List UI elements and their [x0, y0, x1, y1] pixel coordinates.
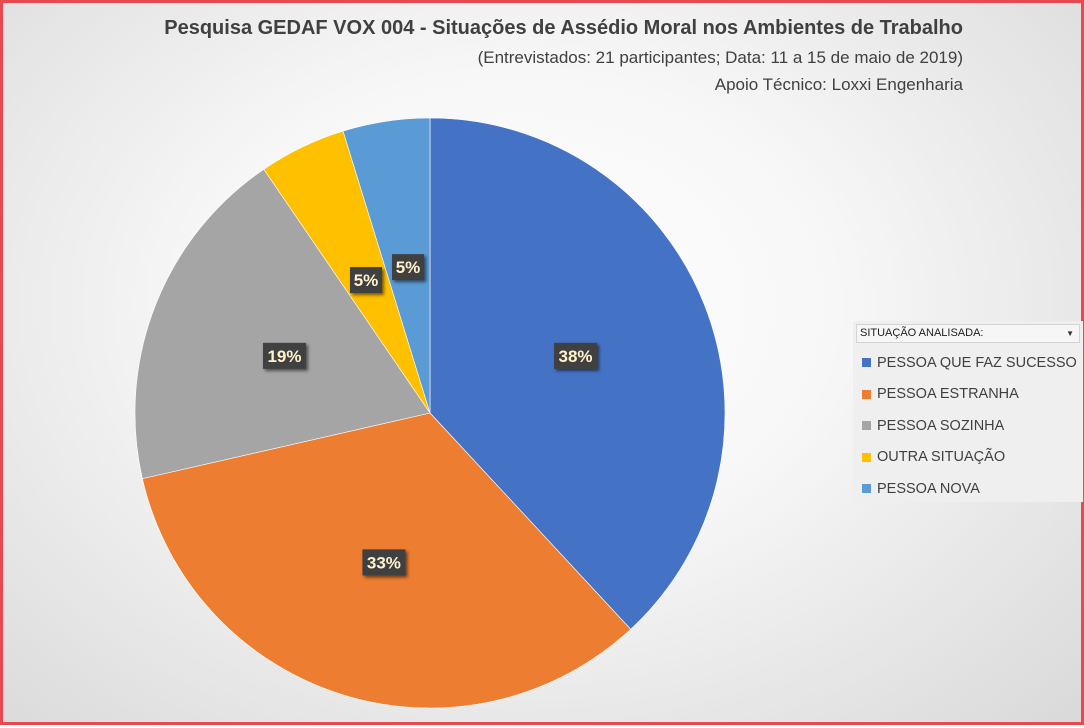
data-label: 33% — [362, 549, 406, 576]
legend: SITUAÇÃO ANALISADA: ▼ PESSOA QUE FAZ SUC… — [853, 321, 1083, 502]
legend-item[interactable]: OUTRA SITUAÇÃO — [853, 442, 1083, 474]
legend-swatch — [862, 389, 871, 399]
legend-swatch — [862, 358, 871, 368]
legend-swatch — [862, 421, 871, 431]
pie-slice[interactable] — [429, 117, 726, 630]
svg-text:19%: 19% — [267, 347, 301, 366]
legend-item[interactable]: PESSOA ESTRANHA — [853, 379, 1083, 411]
chart-title: Pesquisa GEDAF VOX 004 - Situações de As… — [164, 17, 963, 39]
legend-item[interactable]: PESSOA NOVA — [853, 473, 1083, 505]
svg-text:38%: 38% — [559, 347, 593, 366]
data-label: 38% — [554, 342, 598, 369]
legend-filter-dropdown[interactable]: SITUAÇÃO ANALISADA: ▼ — [856, 324, 1080, 343]
pie-slice[interactable] — [342, 117, 431, 414]
data-label: 19% — [262, 342, 306, 369]
legend-swatch — [862, 452, 871, 462]
chart-subtitle: (Entrevistados: 21 participantes; Data: … — [477, 48, 963, 67]
legend-header-label: SITUAÇÃO ANALISADA: — [860, 327, 984, 339]
data-label: 5% — [392, 254, 425, 281]
legend-label: PESSOA SOZINHA — [877, 417, 1005, 434]
pie-chart: 38% 33% 19% 5% 5% — [134, 117, 726, 709]
legend-swatch — [862, 484, 871, 494]
pie-slice[interactable] — [134, 168, 431, 480]
legend-label: PESSOA NOVA — [877, 480, 980, 497]
svg-text:33%: 33% — [367, 553, 401, 572]
triangle-down-icon[interactable]: ▼ — [1066, 329, 1074, 338]
legend-item[interactable]: PESSOA SOZINHA — [853, 410, 1083, 442]
svg-text:5%: 5% — [354, 271, 379, 290]
legend-label: PESSOA QUE FAZ SUCESSO — [877, 354, 1077, 371]
chart-support-line: Apoio Técnico: Loxxi Engenharia — [714, 75, 963, 94]
legend-item[interactable]: PESSOA QUE FAZ SUCESSO — [853, 347, 1083, 379]
data-label: 5% — [350, 267, 383, 294]
svg-text:5%: 5% — [396, 258, 421, 277]
legend-label: OUTRA SITUAÇÃO — [877, 449, 1006, 466]
legend-items: PESSOA QUE FAZ SUCESSO PESSOA ESTRANHA PES… — [853, 347, 1083, 505]
legend-label: PESSOA ESTRANHA — [877, 386, 1019, 403]
